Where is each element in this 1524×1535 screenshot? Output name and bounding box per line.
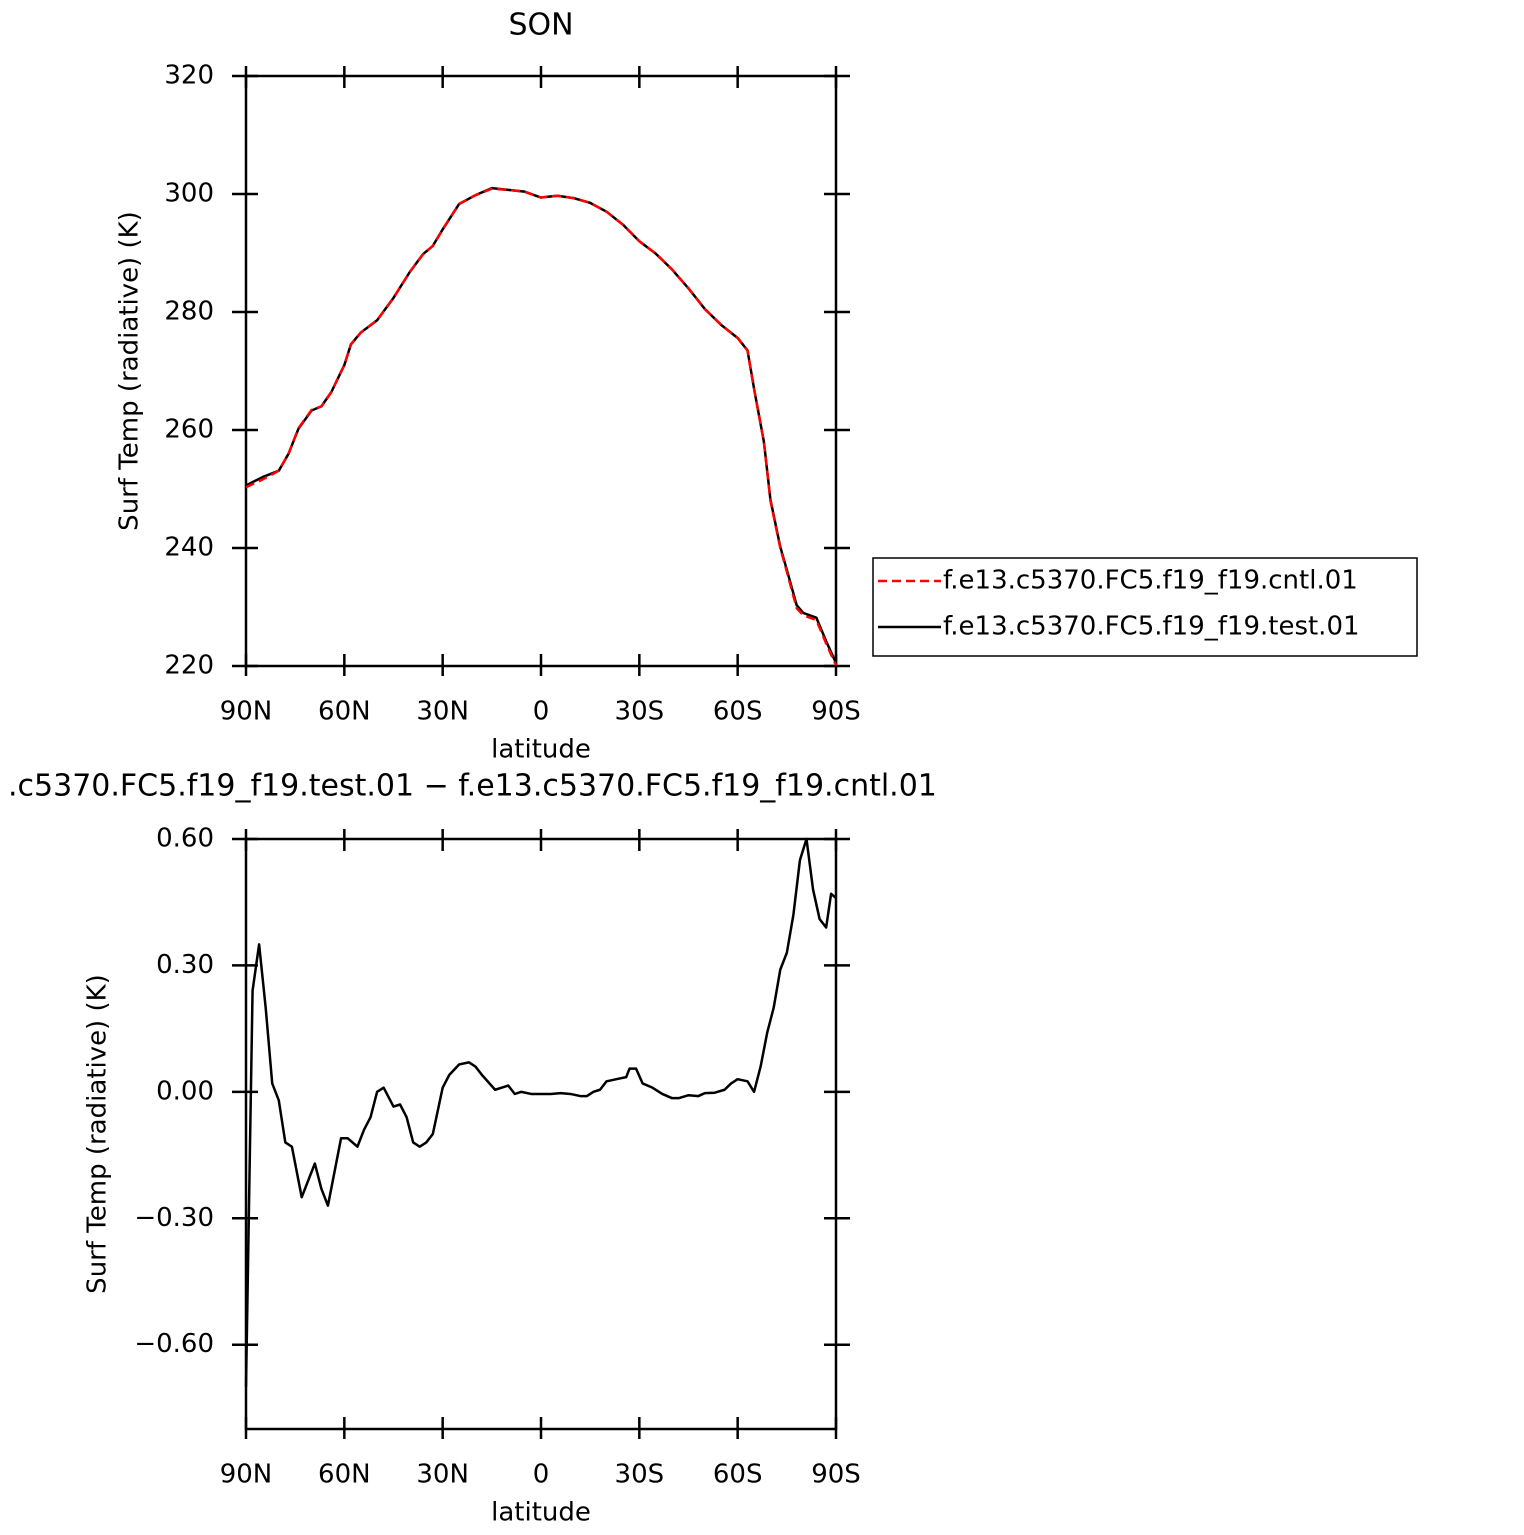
y-tick-label: 300 [164,179,214,209]
y-tick-label: 0.00 [156,1076,214,1106]
x-tick-label: 30N [416,1460,469,1490]
legend-label: f.e13.c5370.FC5.f19_f19.test.01 [943,612,1360,642]
legend-label: f.e13.c5370.FC5.f19_f19.cntl.01 [943,566,1358,596]
x-tick-label: 90S [811,1460,861,1490]
x-axis-label: latitude [491,735,591,765]
x-tick-label: 30S [615,1460,665,1490]
y-tick-label: 0.60 [156,824,214,854]
y-axis-label: Surf Temp (radiative) (K) [115,211,145,531]
chart-title: .c5370.FC5.f19_f19.test.01 − f.e13.c5370… [8,769,937,804]
y-tick-label: 220 [164,651,214,681]
x-tick-label: 60N [318,697,371,727]
x-tick-label: 0 [533,1460,550,1490]
plot-frame [244,74,838,668]
x-tick-label: 30N [416,697,469,727]
y-tick-label: 320 [164,61,214,91]
y-tick-label: 260 [164,415,214,445]
y-tick-label: 280 [164,297,214,327]
x-tick-label: 60N [318,1460,371,1490]
x-tick-label: 0 [533,697,550,727]
data-line [244,837,837,1387]
x-tick-label: 30S [615,697,665,727]
y-tick-label: −0.30 [134,1203,214,1233]
data-line [245,186,838,664]
plot-frame [244,837,838,1431]
data-line [245,187,838,666]
y-tick-label: 0.30 [156,950,214,980]
y-axis-label: Surf Temp (radiative) (K) [83,974,113,1294]
x-tick-label: 90S [811,697,861,727]
x-tick-label: 60S [713,697,763,727]
y-tick-label: 240 [164,533,214,563]
x-tick-label: 60S [713,1460,763,1490]
chart-title: SON [508,8,573,43]
y-tick-label: −0.60 [134,1329,214,1359]
x-tick-label: 90N [220,1460,273,1490]
x-tick-label: 90N [220,697,273,727]
x-axis-label: latitude [491,1498,591,1528]
legend-box [872,557,1418,657]
